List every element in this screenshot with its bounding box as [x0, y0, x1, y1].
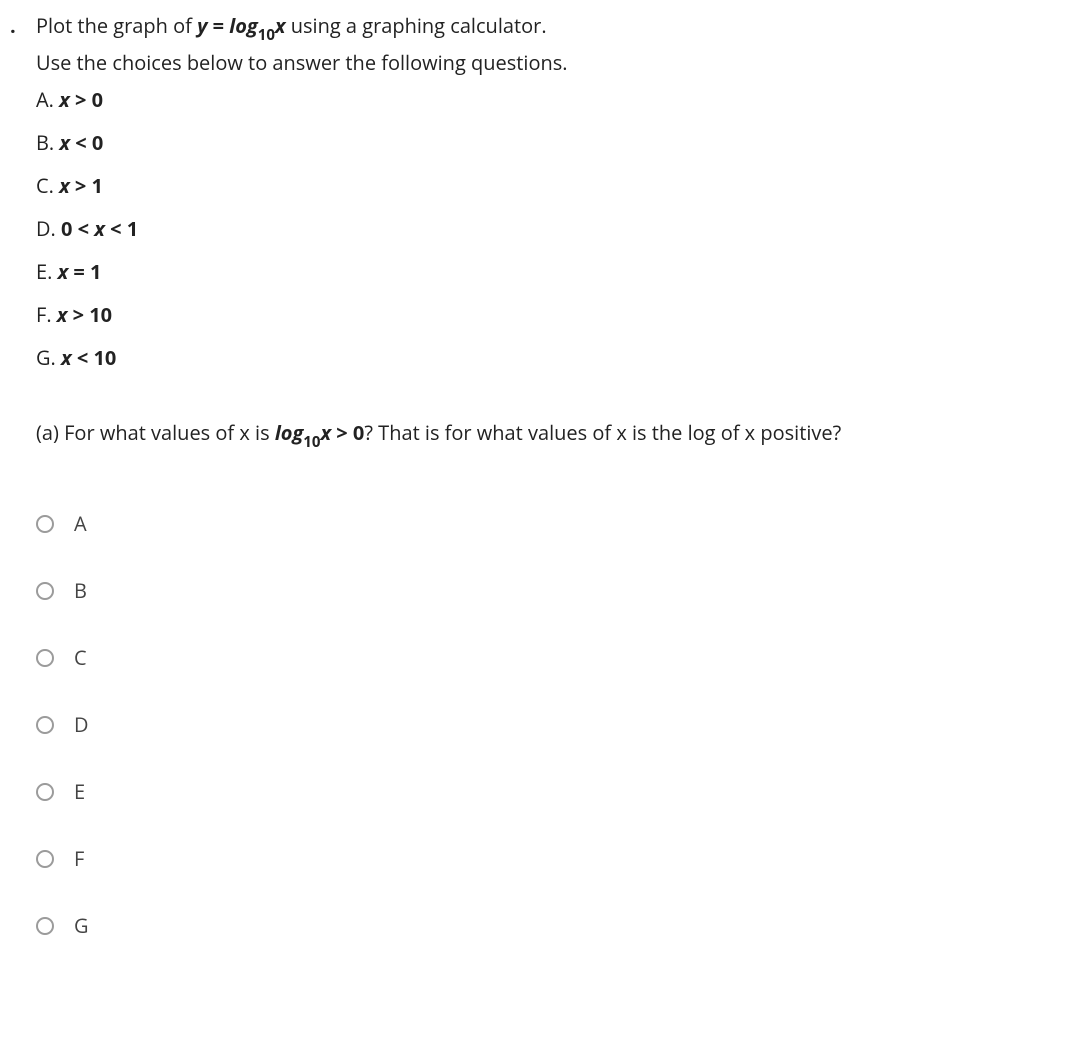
- radio-icon[interactable]: [36, 783, 54, 801]
- option-g[interactable]: G: [36, 910, 841, 941]
- option-label: B: [74, 575, 87, 606]
- var-x: x: [61, 344, 72, 371]
- stem-body: Plot the graph of y = log10x using a gra…: [36, 10, 841, 977]
- choice-label: A.: [36, 86, 54, 113]
- var-x: x: [320, 419, 331, 446]
- rel-sign: >: [75, 172, 86, 199]
- rhs: 10: [89, 301, 112, 328]
- log-text: log: [229, 12, 257, 39]
- choice-d: D. 0 < x < 1: [36, 213, 841, 244]
- option-label: D: [74, 709, 89, 740]
- choice-label: E.: [36, 258, 52, 285]
- rel2-sign: <: [110, 215, 121, 242]
- rhs: 0: [92, 129, 103, 156]
- choice-e: E. x = 1: [36, 256, 841, 287]
- radio-icon[interactable]: [36, 649, 54, 667]
- option-label: G: [74, 910, 89, 941]
- option-label: A: [74, 508, 87, 539]
- var-x: x: [94, 215, 105, 242]
- rhs: 1: [90, 258, 101, 285]
- choice-label: B.: [36, 129, 54, 156]
- stem-line-2: Use the choices below to answer the foll…: [36, 47, 841, 78]
- option-label: F: [74, 843, 84, 874]
- question-page: . Plot the graph of y = log10x using a g…: [0, 0, 1073, 1037]
- choice-list: A. x > 0 B. x < 0 C. x > 1 D.: [36, 84, 841, 373]
- choice-a: A. x > 0: [36, 84, 841, 115]
- var-y: y: [197, 12, 207, 39]
- var-x: x: [57, 301, 68, 328]
- choice-label: F.: [36, 301, 52, 328]
- choice-b: B. x < 0: [36, 127, 841, 158]
- stem-line-1: Plot the graph of y = log10x using a gra…: [36, 10, 841, 41]
- radio-icon[interactable]: [36, 582, 54, 600]
- text: ? That is for what values of x is the lo…: [364, 419, 841, 446]
- lhs: 0: [61, 215, 72, 242]
- option-c[interactable]: C: [36, 642, 841, 673]
- log-base: 10: [258, 25, 275, 45]
- var-x: x: [59, 172, 70, 199]
- rhs: 0: [92, 86, 103, 113]
- log-text: log: [275, 419, 303, 446]
- choice-g: G. x < 10: [36, 342, 841, 373]
- radio-icon[interactable]: [36, 850, 54, 868]
- rel-sign: >: [75, 86, 86, 113]
- option-label: C: [74, 642, 87, 673]
- rel-sign: >: [73, 301, 84, 328]
- radio-icon[interactable]: [36, 917, 54, 935]
- var-x: x: [59, 86, 70, 113]
- radio-icon[interactable]: [36, 716, 54, 734]
- text: Plot the graph of: [36, 12, 197, 39]
- choice-f: F. x > 10: [36, 299, 841, 330]
- radio-options: A B C D E: [36, 508, 841, 941]
- choice-label: G.: [36, 344, 56, 371]
- text: using a graphing calculator.: [286, 12, 547, 39]
- rhs: 1: [127, 215, 138, 242]
- part-a: (a) For what values of x is log10x > 0? …: [36, 417, 841, 448]
- rel-sign: <: [75, 129, 86, 156]
- rhs: 10: [93, 344, 116, 371]
- eq-sign: =: [213, 12, 224, 39]
- question-bullet: .: [10, 10, 36, 41]
- zero: 0: [353, 419, 364, 446]
- stem-row: . Plot the graph of y = log10x using a g…: [10, 10, 1063, 977]
- radio-icon[interactable]: [36, 515, 54, 533]
- var-x: x: [275, 12, 286, 39]
- var-x: x: [59, 129, 70, 156]
- option-label: E: [74, 776, 85, 807]
- choice-label: D.: [36, 215, 56, 242]
- rel-sign: <: [77, 344, 88, 371]
- rel-sign: >: [336, 419, 347, 446]
- text: (a) For what values of x is: [36, 419, 275, 446]
- option-f[interactable]: F: [36, 843, 841, 874]
- option-d[interactable]: D: [36, 709, 841, 740]
- option-a[interactable]: A: [36, 508, 841, 539]
- option-b[interactable]: B: [36, 575, 841, 606]
- rhs: 1: [92, 172, 103, 199]
- option-e[interactable]: E: [36, 776, 841, 807]
- choice-label: C.: [36, 172, 54, 199]
- rel1-sign: <: [78, 215, 89, 242]
- rel-sign: =: [73, 258, 84, 285]
- var-x: x: [58, 258, 69, 285]
- choice-c: C. x > 1: [36, 170, 841, 201]
- log-base: 10: [303, 432, 320, 452]
